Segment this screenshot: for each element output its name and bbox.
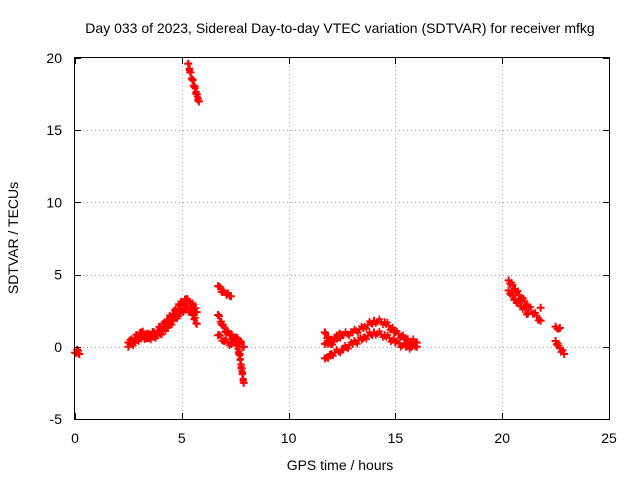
data-segment xyxy=(320,328,344,349)
y-axis-label: SDTVAR / TECUs xyxy=(5,182,21,294)
x-axis-label: GPS time / hours xyxy=(287,457,394,473)
x-tick-label: 0 xyxy=(71,430,79,446)
data-segment xyxy=(551,337,569,359)
data-point-cluster xyxy=(215,331,247,351)
data-point xyxy=(523,309,532,318)
data-segment xyxy=(214,331,248,351)
x-tick-label: 5 xyxy=(178,430,186,446)
data-point xyxy=(320,328,329,337)
data-segment xyxy=(214,282,235,301)
data-segment xyxy=(551,322,564,333)
data-point-cluster xyxy=(552,339,567,356)
data-segment xyxy=(184,59,203,106)
data-point-cluster xyxy=(215,312,247,385)
data-point xyxy=(536,303,545,312)
chart-title: Day 033 of 2023, Sidereal Day-to-day VTE… xyxy=(85,20,594,36)
y-tick-label: 5 xyxy=(54,267,62,283)
data-point-cluster xyxy=(72,347,83,357)
x-tick-label: 15 xyxy=(388,430,404,446)
data-segment xyxy=(124,303,201,351)
y-tick-label: 20 xyxy=(46,50,62,66)
data-segment xyxy=(536,303,545,312)
data-point-cluster xyxy=(323,327,419,363)
data-point-cluster xyxy=(215,283,234,300)
y-tick-label: 0 xyxy=(54,339,62,355)
plot-frame xyxy=(74,57,610,420)
y-tick-label: 10 xyxy=(46,194,62,210)
data-point-cluster xyxy=(185,59,202,104)
data-point-cluster xyxy=(553,325,562,333)
x-tick-label: 25 xyxy=(601,430,617,446)
data-point-cluster xyxy=(506,289,531,319)
x-tick-label: 10 xyxy=(281,430,297,446)
data-segment xyxy=(504,286,532,319)
y-tick-label: 15 xyxy=(46,122,62,138)
y-tick-labels: -5 0 5 10 15 20 xyxy=(46,50,62,427)
x-tick-label: 20 xyxy=(494,430,510,446)
data-point-cluster xyxy=(322,330,343,349)
data-points xyxy=(71,59,569,387)
x-tick-labels: 0 5 10 15 20 25 xyxy=(71,430,617,446)
data-segment xyxy=(320,327,421,363)
data-point-cluster xyxy=(126,303,200,350)
axis-ticks xyxy=(75,58,610,420)
y-tick-label: -5 xyxy=(50,411,63,427)
data-point-cluster xyxy=(506,279,543,324)
grid-lines xyxy=(75,58,609,419)
